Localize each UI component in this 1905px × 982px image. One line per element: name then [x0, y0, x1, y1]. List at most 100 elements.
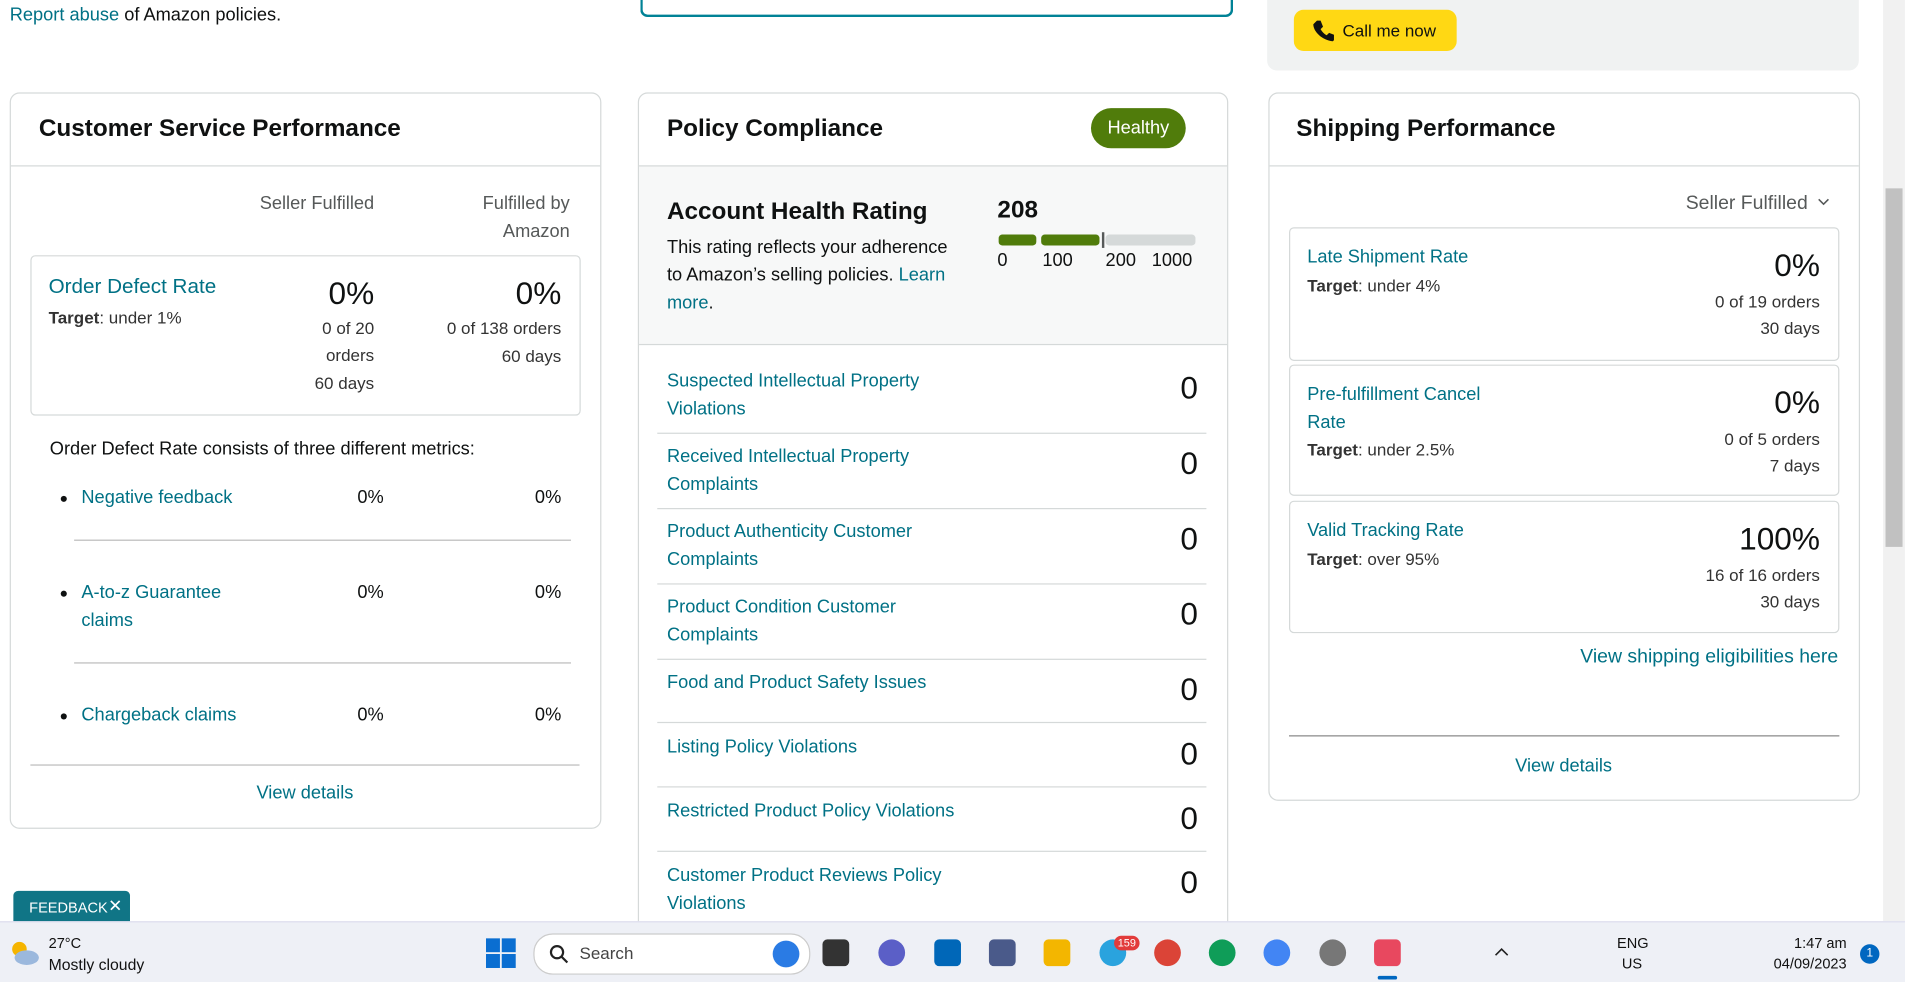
start-button[interactable]: [485, 938, 516, 968]
report-abuse-link[interactable]: Report abuse: [9, 4, 120, 26]
bullet: [60, 590, 67, 597]
chrome-icon[interactable]: [1263, 939, 1291, 967]
target-value: : over 95%: [1357, 549, 1440, 569]
tray-chevron[interactable]: [1494, 947, 1509, 957]
eligibilities-link[interactable]: View shipping eligibilities here: [1580, 646, 1839, 668]
app-icon[interactable]: [934, 939, 961, 967]
policy-link[interactable]: Received Intellectual Property Complaint…: [666, 446, 910, 495]
policy-link[interactable]: Suspected Intellectual Property Violatio…: [666, 370, 920, 420]
region[interactable]: US: [1621, 955, 1643, 973]
divider: [74, 662, 572, 664]
metric-link[interactable]: Chargeback claims: [81, 704, 237, 726]
metric-value: 0%: [1774, 384, 1820, 421]
policy-link[interactable]: Product Authenticity Customer Complaints: [666, 521, 913, 570]
metric-period: 30 days: [1760, 318, 1820, 338]
report-line: Report abuse of Amazon policies.: [10, 1, 282, 29]
violation-count: 0: [1180, 864, 1198, 901]
weather-icon: [12, 941, 39, 965]
metric-value: 0%: [1774, 246, 1820, 284]
metric-link[interactable]: Negative feedback: [81, 487, 233, 508]
view-details-link[interactable]: View details: [256, 782, 354, 804]
language[interactable]: ENG: [1617, 934, 1649, 952]
metric-period: 7 days: [1769, 455, 1820, 476]
violation-count: 0: [1180, 735, 1198, 772]
call-button-label: Call me now: [1342, 20, 1437, 41]
customer-service-card: [9, 92, 602, 829]
odr-box: [30, 255, 581, 416]
feedback-tab[interactable]: FEEDBACK ✕: [13, 890, 130, 924]
close-icon[interactable]: ✕: [108, 895, 123, 916]
scroll-thumb[interactable]: [1885, 188, 1903, 547]
scrollbar[interactable]: [1883, 0, 1905, 922]
policy-link[interactable]: Customer Product Reviews Policy Violatio…: [666, 865, 942, 914]
learn-more-link[interactable]: Learn more: [666, 264, 946, 314]
clock-time[interactable]: 1:47 am: [1793, 934, 1847, 952]
column-header: Seller Fulfilled: [259, 193, 375, 214]
search-icon: [549, 945, 569, 964]
metric-value: 0%: [357, 487, 384, 508]
app-icon[interactable]: [878, 939, 906, 967]
policy-link[interactable]: Food and Product Safety Issues: [666, 672, 927, 693]
policy-link[interactable]: Product Condition Customer Complaints: [666, 596, 896, 646]
dropdown-chevron: [1818, 198, 1829, 206]
metric-period: 60 days: [501, 346, 562, 366]
violation-count: 0: [1180, 444, 1198, 482]
metric-link[interactable]: Late Shipment Rate: [1307, 246, 1469, 268]
rating-description: This rating reflects your adherence to A…: [666, 236, 948, 286]
divider: [1269, 165, 1859, 167]
info-box: [640, 0, 1234, 18]
feedback-label: FEEDBACK: [29, 899, 108, 917]
metric-link[interactable]: Valid Tracking Rate: [1307, 520, 1464, 541]
settings-icon[interactable]: [1319, 939, 1347, 967]
clock-date[interactable]: 04/09/2023: [1773, 955, 1847, 973]
note: Order Defect Rate consists of three diff…: [49, 438, 475, 460]
rating-value: 208: [997, 196, 1038, 224]
search-box[interactable]: Search: [533, 933, 811, 975]
metric-link[interactable]: A-to-z Guarantee claims: [81, 582, 222, 631]
divider: [10, 165, 601, 167]
target-label: Target: [1307, 439, 1358, 460]
violation-count: 0: [1180, 670, 1198, 708]
card-title: Customer Service Performance: [38, 115, 401, 143]
notification-badge: 159: [1114, 935, 1140, 951]
card-title: Policy Compliance: [666, 115, 884, 143]
call-button[interactable]: Call me now: [1293, 9, 1457, 52]
app-icon[interactable]: [1043, 939, 1071, 967]
metric-value: 0%: [534, 487, 562, 508]
metric-detail: 0 of 20 orders: [322, 318, 375, 365]
rating-gauge: [998, 232, 1196, 248]
metric-value: 0%: [515, 274, 562, 312]
snipping-icon[interactable]: [1374, 939, 1401, 967]
card-title: Shipping Performance: [1296, 115, 1556, 143]
violation-count: 0: [1180, 520, 1198, 557]
metric-value: 0%: [534, 704, 562, 726]
divider: [74, 539, 572, 541]
policy-link[interactable]: Restricted Product Policy Violations: [666, 800, 955, 822]
fulfillment-dropdown[interactable]: Seller Fulfilled: [1685, 193, 1808, 214]
divider: [657, 658, 1207, 660]
metric-detail: 0 of 5 orders: [1724, 429, 1820, 449]
app-icon[interactable]: [988, 939, 1016, 967]
policy-link[interactable]: Listing Policy Violations: [666, 736, 858, 758]
metric-link[interactable]: Pre-fulfillment Cancel Rate: [1307, 384, 1481, 433]
metric-box: [1289, 227, 1840, 361]
chrome-icon[interactable]: [1154, 939, 1181, 967]
metric-link[interactable]: Order Defect Rate: [48, 274, 217, 298]
rating-panel: [639, 166, 1228, 344]
weather: Mostly cloudy: [48, 955, 145, 974]
metric-value: 0%: [328, 274, 375, 312]
target-value: : under 4%: [1357, 275, 1441, 296]
metric-value: 100%: [1739, 520, 1820, 557]
bullet: [60, 713, 67, 720]
violation-count: 0: [1180, 369, 1198, 406]
notification-count[interactable]: 1: [1860, 944, 1880, 964]
search-placeholder: Search: [579, 943, 634, 963]
target-value: : under 2.5%: [1357, 439, 1455, 460]
metric-value: 0%: [357, 582, 384, 603]
gauge-label: 200: [1105, 250, 1136, 272]
app-icon[interactable]: [822, 939, 850, 967]
view-details-link[interactable]: View details: [1515, 755, 1613, 777]
bing-icon[interactable]: [772, 940, 800, 968]
chrome-icon[interactable]: [1208, 939, 1236, 967]
